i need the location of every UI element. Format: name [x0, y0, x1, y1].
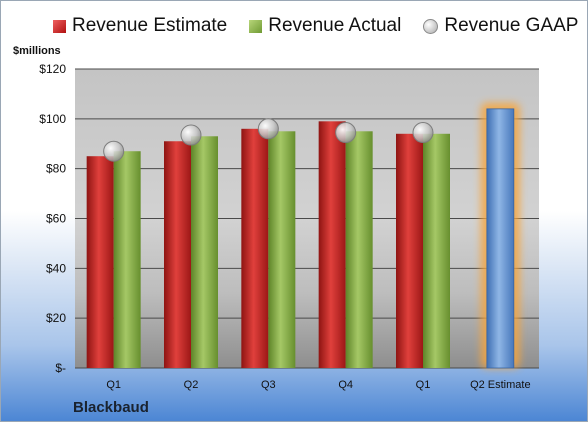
- marker-gaap: [103, 140, 125, 162]
- legend-label-estimate: Revenue Estimate: [72, 15, 228, 36]
- bar-estimate: [86, 156, 114, 368]
- bar-estimate: [241, 128, 269, 368]
- x-tick-label: Q3: [261, 379, 276, 391]
- bar-actual: [191, 136, 218, 368]
- legend-marker-gaap: [423, 18, 439, 34]
- y-tick-label: $40: [46, 261, 66, 275]
- bar-q2-estimate: [486, 108, 515, 369]
- legend-swatch-estimate: [53, 19, 66, 33]
- legend-item-actual: Revenue Actual: [249, 15, 401, 37]
- bar-actual: [345, 131, 373, 368]
- y-tick-label: $100: [39, 112, 66, 126]
- y-tick-label: $20: [46, 311, 66, 325]
- x-tick-label: Q2 Estimate: [470, 379, 531, 391]
- legend-swatch-actual: [249, 19, 263, 33]
- x-tick-label: Q1: [416, 379, 431, 391]
- bar-estimate: [164, 141, 191, 368]
- company-name: Blackbaud: [73, 399, 149, 416]
- y-tick-label: $60: [46, 212, 66, 226]
- marker-gaap: [335, 122, 357, 144]
- y-axis-unit-label: $millions: [13, 45, 61, 57]
- y-tick-label: $-: [55, 361, 66, 375]
- x-tick-label: Q4: [338, 379, 353, 391]
- bar-estimate: [318, 121, 346, 368]
- x-tick-label: Q2: [184, 379, 199, 391]
- marker-gaap: [412, 122, 434, 144]
- bar-estimate: [396, 133, 423, 368]
- marker-gaap: [257, 118, 279, 140]
- bar-actual: [113, 151, 141, 368]
- y-tick-label: $120: [39, 62, 66, 76]
- y-tick-label: $80: [46, 162, 66, 176]
- legend-label-actual: Revenue Actual: [268, 15, 402, 36]
- legend-item-gaap: Revenue GAAP: [423, 15, 578, 37]
- x-tick-label: Q1: [106, 379, 121, 391]
- bar-actual: [423, 133, 450, 368]
- legend-item-estimate: Revenue Estimate: [53, 15, 227, 37]
- marker-gaap: [180, 124, 202, 146]
- legend: Revenue Estimate Revenue Actual Revenue …: [53, 15, 578, 37]
- bar-actual: [268, 131, 296, 368]
- legend-label-gaap: Revenue GAAP: [444, 15, 579, 36]
